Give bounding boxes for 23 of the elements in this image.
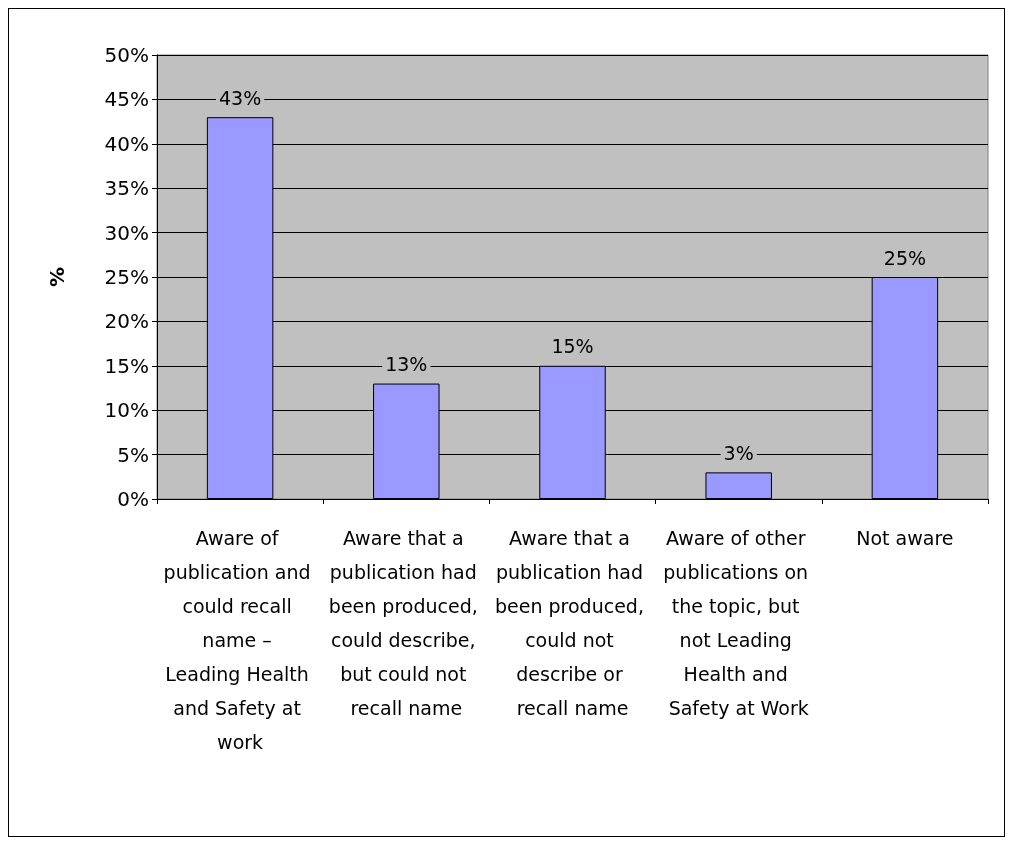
y-axis-title: %: [45, 266, 69, 288]
data-label: 25%: [883, 246, 927, 269]
x-tick-label: Not aware: [856, 527, 954, 549]
data-label: 13%: [385, 353, 428, 376]
y-tick-label: 40%: [104, 131, 149, 156]
x-tick-label: Aware that a publication had been produced, could not describe or recall name: [495, 527, 650, 719]
y-tick-label: 50%: [104, 43, 149, 67]
data-label: 43%: [218, 86, 262, 109]
y-tick-label: 35%: [104, 176, 149, 201]
y-tick-label: 25%: [104, 265, 149, 289]
y-tick-label: 10%: [104, 398, 149, 423]
y-tick-label: 20%: [104, 309, 149, 334]
y-tick-label: 15%: [104, 353, 149, 378]
data-label: 3%: [723, 441, 754, 464]
y-tick-label: 5%: [117, 442, 149, 467]
x-tick-label: Aware of other publications on the topic, but not Leading Health and Safety at Work: [663, 527, 815, 719]
data-label: 15%: [551, 335, 594, 358]
y-tick-label: 45%: [104, 87, 149, 112]
bar: [705, 472, 772, 499]
y-tick-label: 30%: [104, 220, 149, 245]
x-tick-label: Aware that a publication had been produced, could describe, but could not recall name: [328, 527, 484, 719]
x-tick-label: Aware of publication and could recall name – Leading Health and Safety at work: [163, 527, 317, 753]
y-tick-label: 0%: [117, 487, 149, 511]
